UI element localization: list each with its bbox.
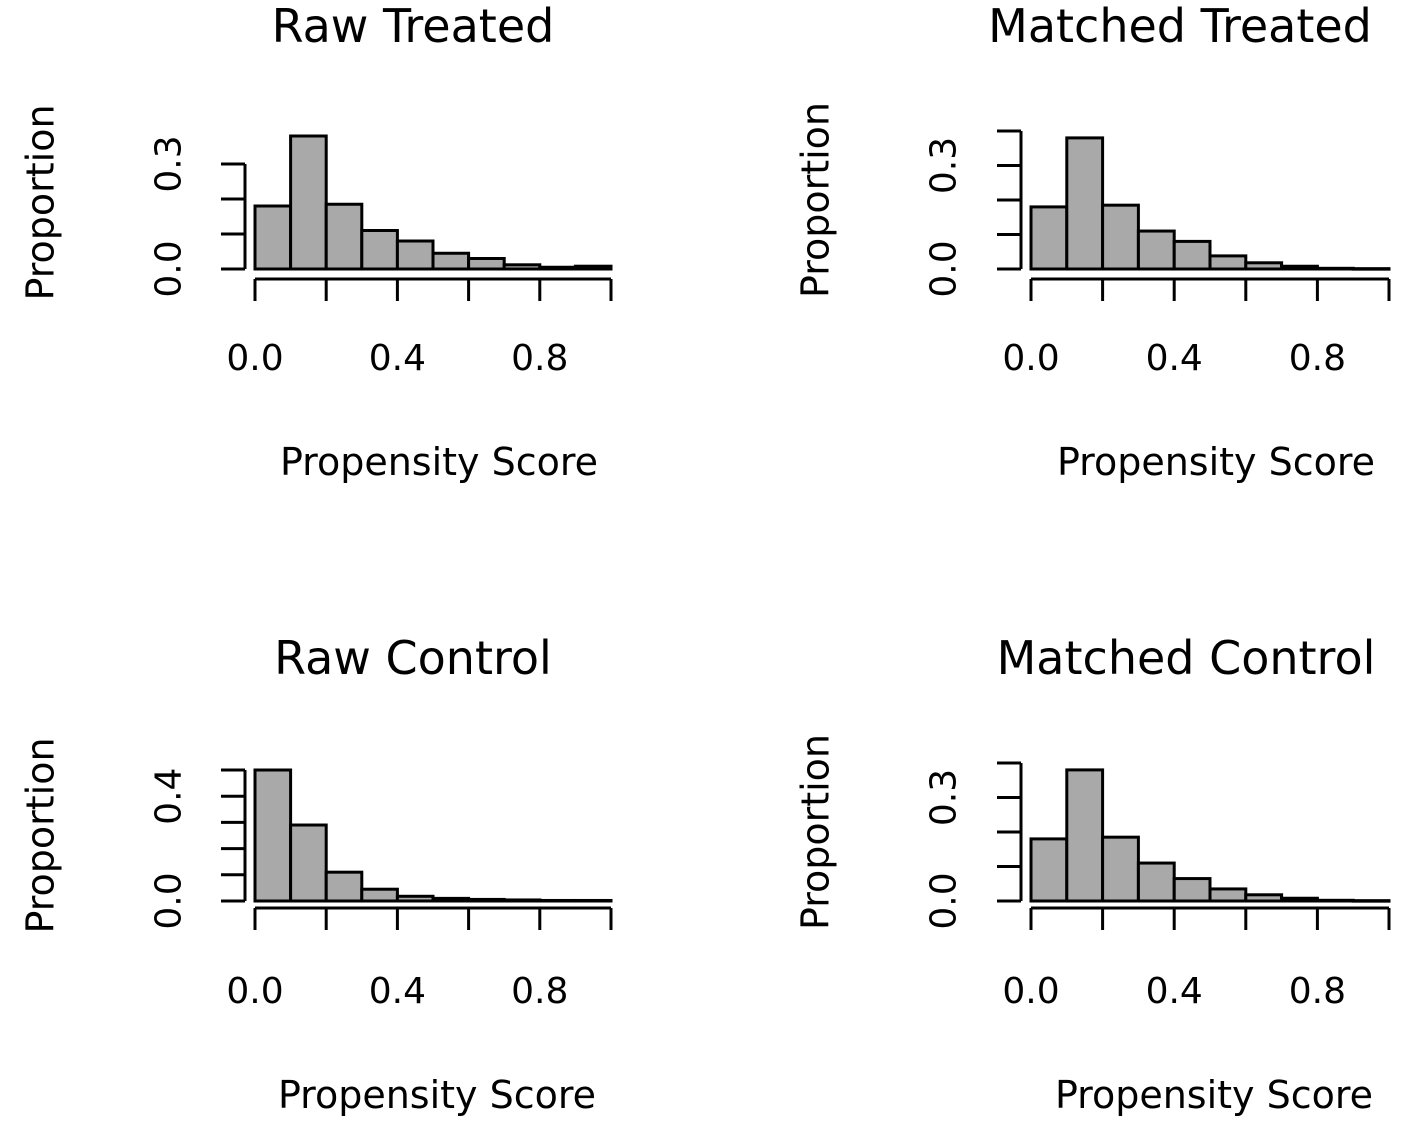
histogram-bar bbox=[1244, 261, 1284, 271]
x-axis-label: Propensity Score bbox=[1055, 1073, 1373, 1117]
histogram-bar bbox=[1280, 264, 1319, 271]
x-tick-label: 0.0 bbox=[1002, 338, 1059, 379]
histogram-bar bbox=[1065, 768, 1105, 903]
y-axis-label: Proportion bbox=[793, 102, 837, 298]
histogram-bar bbox=[324, 202, 364, 271]
histogram-bar bbox=[1029, 205, 1069, 271]
x-tick-label: 0.0 bbox=[226, 971, 283, 1012]
histogram-bar bbox=[1136, 861, 1176, 903]
histogram-bar bbox=[289, 823, 328, 903]
x-tick-label: 0.8 bbox=[511, 338, 568, 379]
y-tick-label: 0.0 bbox=[924, 240, 965, 297]
y-axis-label: Proportion bbox=[18, 104, 62, 300]
y-tick-label: 0.4 bbox=[149, 768, 190, 825]
panel-title: Raw Treated bbox=[272, 0, 555, 53]
x-tick-label: 0.4 bbox=[369, 971, 426, 1012]
x-tick-label: 0.0 bbox=[1002, 971, 1059, 1012]
histogram-bar bbox=[573, 898, 613, 903]
histogram-bar bbox=[502, 898, 542, 903]
histogram-bar bbox=[324, 870, 364, 903]
histogram-bar bbox=[1065, 136, 1105, 271]
histogram-bar bbox=[395, 239, 435, 271]
histogram-panel-4: Matched Control Proportion Propensity Scor… bbox=[793, 631, 1391, 1117]
y-tick-label: 0.0 bbox=[149, 240, 190, 297]
histogram-bar bbox=[467, 257, 506, 271]
histogram-bar bbox=[395, 894, 435, 903]
histogram-bar bbox=[538, 898, 577, 903]
histogram-bar bbox=[1101, 835, 1140, 903]
histogram-panel-1: Raw Treated Proportion Propensity Score 0.0… bbox=[18, 0, 613, 484]
histogram-bar bbox=[538, 265, 577, 271]
histogram-panel-2: Matched Treated Proportion Propensity Scor… bbox=[793, 0, 1391, 484]
histogram-bar bbox=[431, 896, 471, 903]
histogram-bar bbox=[360, 229, 399, 271]
histogram-bar bbox=[1208, 254, 1248, 271]
x-tick-label: 0.8 bbox=[1289, 338, 1346, 379]
histogram-bar bbox=[573, 264, 613, 271]
y-tick-label: 0.0 bbox=[924, 872, 965, 929]
x-axis-label: Propensity Score bbox=[1057, 440, 1375, 484]
histogram-bar bbox=[1172, 239, 1212, 271]
histogram-bar bbox=[1351, 267, 1391, 271]
y-tick-label: 0.3 bbox=[924, 137, 965, 194]
x-tick-label: 0.8 bbox=[511, 971, 568, 1012]
histogram-bar bbox=[253, 204, 293, 271]
histogram-bar bbox=[467, 897, 506, 903]
x-axis-label: Propensity Score bbox=[278, 1073, 596, 1117]
y-tick-label: 0.3 bbox=[924, 769, 965, 826]
x-tick-label: 0.0 bbox=[226, 338, 283, 379]
histogram-bar bbox=[502, 263, 542, 271]
x-axis-label: Propensity Score bbox=[280, 440, 598, 484]
y-tick-label: 0.3 bbox=[149, 135, 190, 192]
x-tick-label: 0.4 bbox=[1146, 338, 1203, 379]
panel-title: Matched Treated bbox=[988, 0, 1372, 53]
panel-title: Matched Control bbox=[997, 631, 1376, 685]
histogram-bar bbox=[1315, 898, 1355, 903]
histogram-bar bbox=[1208, 887, 1248, 903]
histogram-bar bbox=[1101, 203, 1140, 271]
x-tick-label: 0.4 bbox=[369, 338, 426, 379]
histogram-bar bbox=[1172, 877, 1212, 903]
histogram-panel-3: Raw Control Proportion Propensity Score 0.0… bbox=[18, 631, 613, 1117]
histogram-bar bbox=[1136, 229, 1176, 271]
y-tick-label: 0.0 bbox=[149, 872, 190, 929]
x-tick-label: 0.4 bbox=[1146, 971, 1203, 1012]
histogram-bar bbox=[1029, 837, 1069, 903]
histogram-bar bbox=[1315, 266, 1355, 271]
histogram-bar bbox=[253, 768, 293, 903]
y-axis-label: Proportion bbox=[18, 737, 62, 933]
histogram-bar bbox=[431, 251, 471, 271]
x-tick-label: 0.8 bbox=[1289, 971, 1346, 1012]
y-axis-label: Proportion bbox=[793, 734, 837, 930]
histogram-bar bbox=[289, 134, 328, 271]
histogram-bar bbox=[1280, 896, 1319, 903]
histogram-bar bbox=[1351, 899, 1391, 903]
histogram-bar bbox=[1244, 893, 1284, 903]
histogram-bar bbox=[360, 887, 399, 903]
panel-title: Raw Control bbox=[274, 631, 552, 685]
